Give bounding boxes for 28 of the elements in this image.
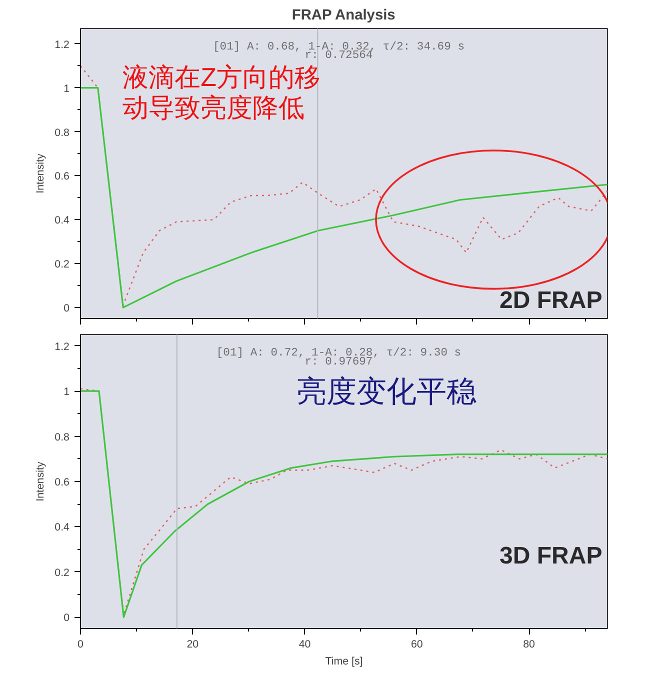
y-tick-label: 0 [64,612,70,624]
x-tick-label: 40 [298,638,311,650]
annotation: 2D FRAP [500,287,602,314]
y-tick-label: 0.4 [54,214,70,227]
y-tick-label: 1.2 [54,38,70,51]
chart-title: FRAP Analysis [292,8,396,24]
annotation: 动导致亮度降低 [122,92,305,122]
annotation: 亮度变化平稳 [296,376,477,409]
y-tick-label: 0.2 [54,258,70,271]
y-axis-title: Intensity [34,152,47,194]
x-tick-label: 20 [186,638,199,650]
y-tick-label: 1.2 [54,340,70,353]
annotation: 液滴在Z方向的移 [122,62,321,92]
annotation: 3D FRAP [500,542,602,570]
y-tick-label: 0.8 [54,126,70,139]
x-axis-title: Time [s] [325,656,363,668]
y-tick-label: 0.6 [54,476,70,488]
y-tick-label: 1 [64,386,70,398]
x-tick-label: 80 [523,638,536,650]
y-tick-label: 0.4 [54,522,70,534]
y-tick-label: 0.2 [54,566,70,579]
y-tick-label: 0 [64,302,70,315]
x-tick-label: 0 [78,638,84,650]
y-tick-label: 1 [64,82,70,95]
y-tick-label: 0.8 [54,431,70,444]
y-axis-title: Intensity [34,460,47,502]
y-tick-label: 0.6 [54,170,70,183]
x-tick-label: 60 [410,638,423,650]
